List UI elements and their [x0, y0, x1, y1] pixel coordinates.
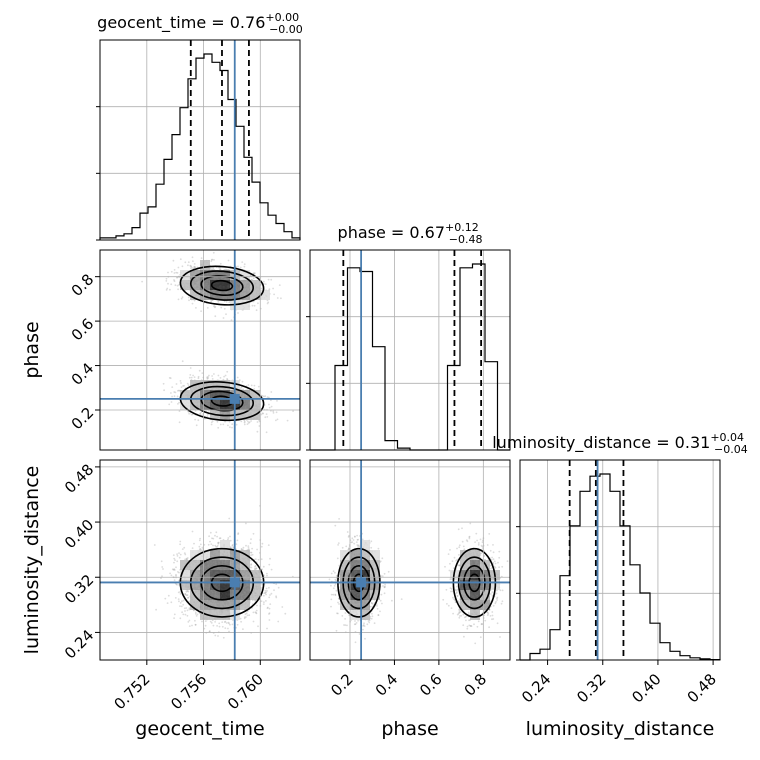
tick-label: 0.752: [111, 670, 154, 713]
grid-lines: [310, 250, 510, 450]
tick-label: 0.4: [68, 359, 98, 389]
histogram-steps: [99, 53, 301, 240]
axis-label-luminosity_distance: luminosity_distance: [21, 466, 43, 655]
axis-label-phase: phase: [381, 718, 438, 740]
panel-geocent_time-vs-phase: [99, 249, 301, 451]
histogram-luminosity_distance: luminosity_distance = 0.31+0.04 −0.04: [492, 431, 748, 661]
grid-lines: [100, 460, 300, 660]
tick-label: 0.24: [518, 670, 554, 706]
tick-label: 0.756: [167, 670, 210, 713]
tick-label: 0.6: [416, 670, 446, 700]
title-luminosity_distance: luminosity_distance = 0.31+0.04 −0.04: [492, 431, 748, 456]
tick-label: 0.2: [327, 670, 357, 700]
title-geocent_time: geocent_time = 0.76+0.00 −0.00: [97, 11, 303, 36]
truth-marker: [229, 577, 240, 588]
tick-label: 0.8: [68, 270, 98, 300]
panel-frame: [99, 39, 301, 241]
tick-label: 0.4: [372, 670, 402, 700]
x-axis-phase: 0.2 0.4 0.6 0.8 phase: [327, 660, 490, 740]
histogram-steps: [310, 263, 510, 451]
axis-label-phase: phase: [21, 321, 43, 378]
panel-frame: [99, 249, 301, 451]
axis-label-geocent_time: geocent_time: [135, 718, 264, 740]
tick-label: 0.24: [61, 626, 97, 662]
y-axis-phase: 0.2 0.4 0.6 0.8 phase: [21, 270, 100, 433]
x-axis-geocent_time: 0.752 0.756 0.760 geocent_time: [111, 660, 267, 740]
grid-lines: [310, 460, 510, 660]
truth-marker: [356, 577, 367, 588]
panel-frame: [99, 459, 301, 661]
tick-label: 0.2: [68, 404, 98, 434]
tick-label: 0.32: [61, 571, 97, 607]
tick-label: 0.40: [628, 670, 664, 706]
tick-label: 0.48: [61, 461, 97, 497]
histogram-steps: [520, 473, 721, 661]
panel-frame: [309, 249, 511, 451]
tick-label: 0.32: [573, 670, 609, 706]
y-axis-luminosity_distance: 0.24 0.32 0.40 0.48 luminosity_distance: [21, 461, 100, 662]
panel-phase-vs-luminosity_distance: [309, 459, 511, 661]
tick-label: 0.760: [224, 670, 267, 713]
histogram-geocent_time: geocent_time = 0.76+0.00 −0.00: [96, 11, 303, 241]
grid-lines: [520, 460, 720, 660]
histogram-phase: phase = 0.67+0.12 −0.48: [306, 221, 511, 451]
truth-marker: [229, 393, 240, 404]
tick-label: 0.48: [684, 670, 720, 706]
axis-label-luminosity_distance: luminosity_distance: [526, 718, 715, 740]
x-axis-luminosity_distance: 0.24 0.32 0.40 0.48 luminosity_distance: [518, 660, 720, 740]
grid-lines: [100, 250, 300, 450]
tick-label: 0.8: [461, 670, 491, 700]
panel-frame: [309, 459, 511, 661]
panel-frame: [519, 459, 721, 661]
panel-geocent_time-vs-luminosity_distance: [99, 459, 301, 661]
tick-label: 0.40: [61, 516, 97, 552]
title-phase: phase = 0.67+0.12 −0.48: [338, 221, 483, 246]
tick-label: 0.6: [68, 315, 98, 345]
grid-lines: [100, 40, 300, 240]
